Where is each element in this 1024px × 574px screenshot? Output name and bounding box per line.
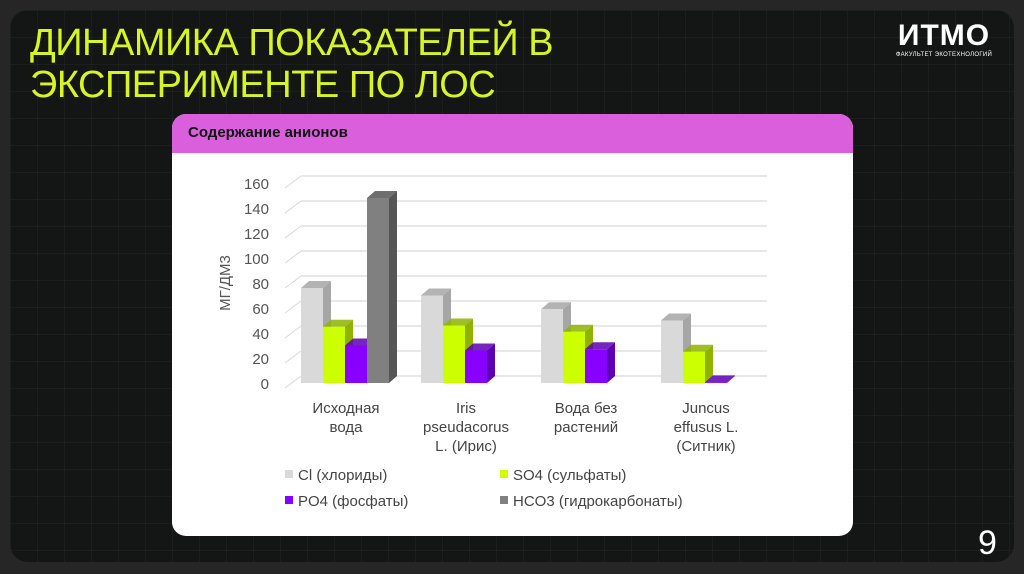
gridline-diagonal xyxy=(284,225,302,239)
logo-subtitle: ФАКУЛЬТЕТ ЭКОТЕХНОЛОГИЙ xyxy=(895,52,993,58)
x-tick-label: Исходная xyxy=(312,400,379,417)
legend-swatch xyxy=(285,470,293,478)
x-tick-label: L. (Ирис) xyxy=(435,438,497,455)
gridline-diagonal xyxy=(284,175,302,189)
bar-top xyxy=(661,313,691,321)
y-axis-label: МГ/ДМ3 xyxy=(217,255,234,311)
bar-top xyxy=(301,281,331,288)
bar xyxy=(541,309,563,383)
bar-top xyxy=(323,319,353,327)
bar xyxy=(563,331,585,383)
bar xyxy=(323,326,345,383)
y-tick-label: 100 xyxy=(244,251,269,268)
chart-card: Содержание анионов 0 20 40 60 80 100 120 140 160… xyxy=(172,114,853,536)
y-tick-label: 60 xyxy=(252,301,269,318)
bar-top xyxy=(443,318,473,326)
bar-chart: 0 20 40 60 80 100 120 140 160 МГ/ДМ3 Исходная вода I… xyxy=(217,175,767,510)
bar-top xyxy=(585,342,615,350)
bar-top xyxy=(683,344,713,352)
title-line-1: ДИНАМИКА ПОКАЗАТЕЛЕЙ В xyxy=(30,22,554,64)
gridline-diagonal xyxy=(284,275,302,289)
slide-title: ДИНАМИКА ПОКАЗАТЕЛЕЙ В ЭКСПЕРИМЕНТЕ ПО Л… xyxy=(30,22,554,106)
x-tick-label: pseudacorus xyxy=(423,419,509,436)
chart-card-header: Содержание анионов xyxy=(172,114,853,153)
legend-swatch xyxy=(500,496,508,504)
legend-swatch xyxy=(285,496,293,504)
bar xyxy=(421,295,443,383)
bar xyxy=(585,349,607,383)
bar-side xyxy=(487,343,495,383)
legend-label: Cl (хлориды) xyxy=(298,467,387,484)
gridline-diagonal xyxy=(284,200,302,214)
bar xyxy=(683,351,705,383)
x-tick-label: Iris xyxy=(456,400,476,417)
bar xyxy=(661,320,683,383)
bar-top xyxy=(541,302,571,310)
y-tick-label: 20 xyxy=(252,351,269,368)
page-number: 9 xyxy=(978,524,997,562)
bar xyxy=(367,198,389,383)
y-tick-label: 140 xyxy=(244,201,269,218)
x-tick-label: вода xyxy=(330,419,364,436)
bar-top xyxy=(367,191,397,198)
bar-side xyxy=(705,344,713,383)
bar-top xyxy=(705,375,735,383)
legend-label: HCO3 (гидрокарбонаты) xyxy=(513,493,683,510)
bar xyxy=(465,350,487,383)
y-tick-label: 80 xyxy=(252,276,269,293)
bar xyxy=(443,325,465,383)
gridline-diagonal xyxy=(284,350,302,364)
title-line-2: ЭКСПЕРИМЕНТЕ ПО ЛОС xyxy=(30,64,496,106)
y-tick-label: 40 xyxy=(252,326,269,343)
legend-label: PO4 (фосфаты) xyxy=(298,493,408,510)
gridline-diagonal xyxy=(284,300,302,314)
bar-top xyxy=(563,324,593,332)
y-tick-label: 0 xyxy=(261,376,269,393)
x-tick-label: Juncus xyxy=(682,400,730,417)
x-tick-label: растений xyxy=(554,419,618,436)
gridline-diagonal xyxy=(284,325,302,339)
bar-top xyxy=(421,288,451,296)
bar-side xyxy=(389,191,397,383)
x-tick-label: effusus L. xyxy=(674,419,739,436)
gridline-diagonal xyxy=(284,375,302,389)
chart-title: Содержание анионов xyxy=(188,124,348,141)
bar xyxy=(705,382,727,383)
bar xyxy=(345,345,367,383)
legend-swatch xyxy=(500,470,508,478)
bar xyxy=(301,288,323,383)
bar-top xyxy=(465,343,495,351)
y-tick-label: 120 xyxy=(244,226,269,243)
y-tick-label: 160 xyxy=(244,176,269,193)
logo-main-text: ИТМО xyxy=(897,19,991,52)
x-tick-label: Вода без xyxy=(555,400,618,417)
bar-side xyxy=(727,375,735,383)
gridline-diagonal xyxy=(284,250,302,264)
itmo-logo: ИТМО ФАКУЛЬТЕТ ЭКОТЕХНОЛОГИЙ xyxy=(888,19,1000,59)
legend-label: SO4 (сульфаты) xyxy=(513,467,626,484)
x-tick-label: (Ситник) xyxy=(676,438,735,455)
bar-side xyxy=(607,342,615,383)
